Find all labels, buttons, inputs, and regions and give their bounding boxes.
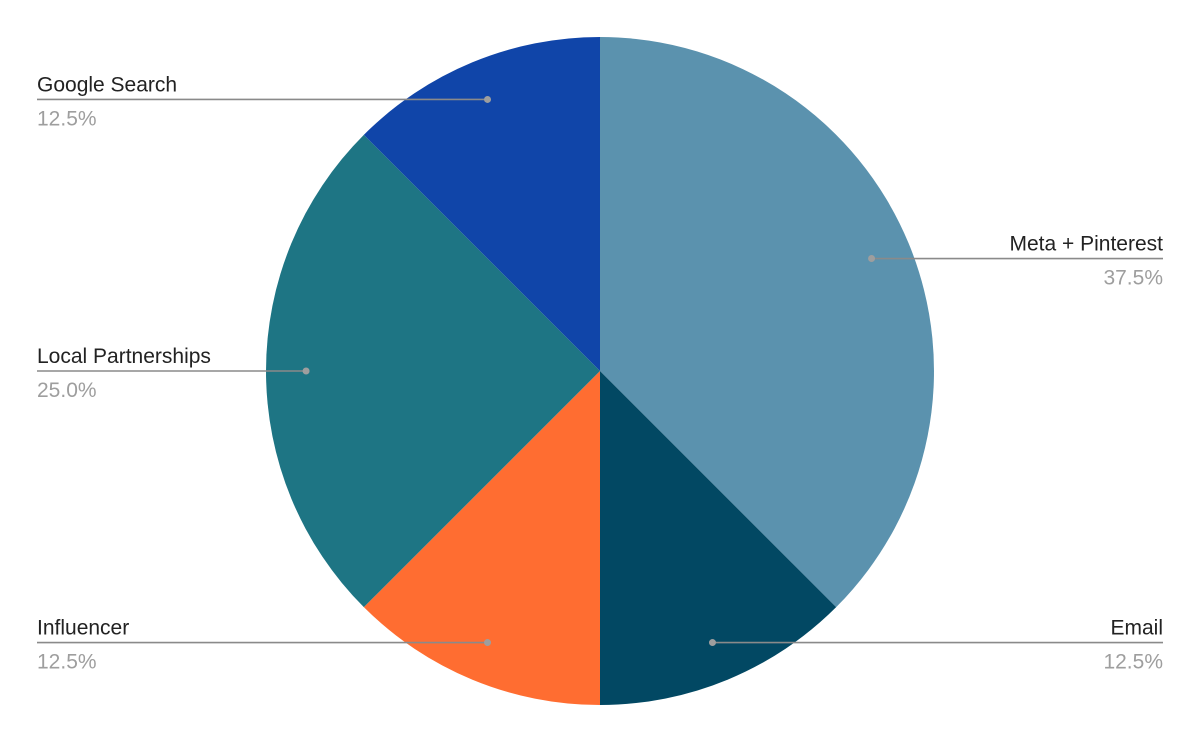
- leader-dot-influencer: [484, 639, 492, 647]
- pie-slice-google-search: [363, 37, 600, 371]
- slice-label-google-search: Google Search: [37, 73, 177, 96]
- leader-dot-google-search: [484, 95, 492, 103]
- slice-labels: Meta + Pinterest 37.5% Email 12.5% Influence…: [37, 73, 1164, 674]
- slice-percent-google-search: 12.5%: [37, 107, 97, 130]
- pie-slice-influencer: [363, 371, 600, 705]
- pie-slice-email: [600, 371, 837, 705]
- pie-slice-local-partnerships: [266, 134, 600, 608]
- slice-label-local-partnerships: Local Partnerships: [37, 345, 211, 368]
- leader-dot-local-partnerships: [302, 367, 310, 375]
- pie-slice-meta-pinterest: [600, 37, 934, 608]
- pie-slices: [266, 37, 934, 705]
- slice-label-influencer: Influencer: [37, 617, 129, 640]
- slice-percent-influencer: 12.5%: [37, 651, 97, 674]
- slice-percent-meta-pinterest: 37.5%: [1103, 267, 1163, 290]
- leader-dot-email: [708, 639, 716, 647]
- slice-label-meta-pinterest: Meta + Pinterest: [1010, 233, 1164, 256]
- slice-label-email: Email: [1110, 617, 1163, 640]
- slice-percent-local-partnerships: 25.0%: [37, 379, 97, 402]
- slice-percent-email: 12.5%: [1103, 651, 1163, 674]
- leader-dot-meta-pinterest: [868, 255, 876, 263]
